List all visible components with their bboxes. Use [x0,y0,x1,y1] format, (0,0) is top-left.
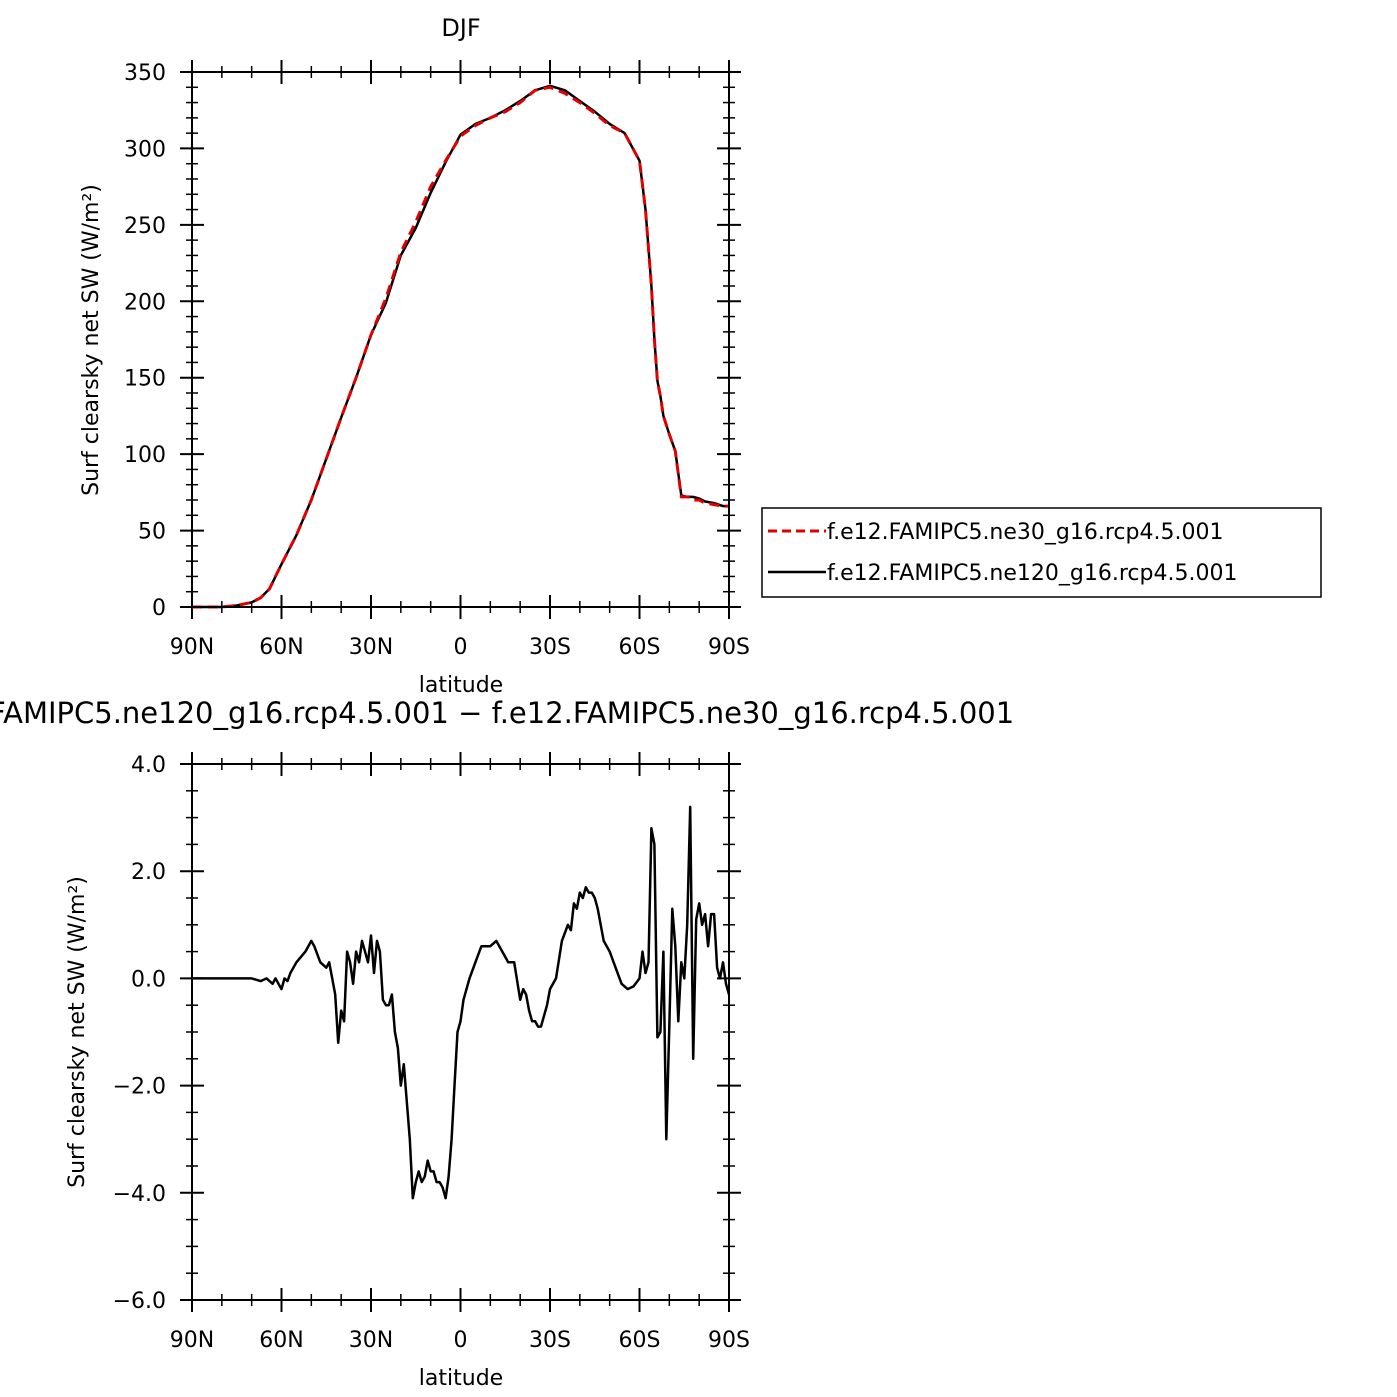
bottom-plot-frame [191,763,730,1301]
bottom-x-tick-label: 60S [619,1328,661,1353]
bottom-series-line-difference [192,805,731,1200]
bottom-chart-title: f.e12.FAMIPC5.ne120_g16.rcp4.5.001 − f.e… [0,696,1014,730]
top-y-axis-label: Surf clearsky net SW (W/m²) [79,184,104,496]
top-x-tick-label: 0 [454,635,468,660]
bottom-x-tick-label: 30S [529,1328,571,1353]
bottom-series-layer [192,805,731,1200]
bottom-y-tick-label: 0.0 [131,967,166,992]
top-x-tick-label: 90N [170,635,214,660]
bottom-x-tick-label: 90S [708,1328,750,1353]
top-y-tick-label: 0 [152,596,166,621]
bottom-x-tick-label: 30N [349,1328,393,1353]
top-chart-title: DJF [441,14,480,42]
top-y-tick-label: 300 [124,137,166,162]
top-series-line-f-e12-famipc5-ne30-g16-rcp4-5-001 [192,85,729,609]
top-series-layer [192,84,729,609]
bottom-y-tick-label: −2.0 [113,1075,166,1100]
top-y-tick-label: 150 [124,367,166,392]
bottom-y-tick-label: 2.0 [131,860,166,885]
bottom-x-tick-label: 0 [454,1328,468,1353]
top-x-tick-label: 90S [708,635,750,660]
top-y-tick-label: 200 [124,290,166,315]
legend: f.e12.FAMIPC5.ne30_g16.rcp4.5.001 f.e12.… [761,507,1322,598]
top-x-tick-label: 30N [349,635,393,660]
bottom-y-tick-labels: −6.0 −4.0 −2.0 0.0 2.0 4.0 [113,753,166,1314]
legend-label-ne120: f.e12.FAMIPC5.ne120_g16.rcp4.5.001 [827,561,1237,586]
bottom-x-axis-label: latitude [419,1366,503,1391]
top-y-tick-label: 350 [124,61,166,86]
legend-frame [761,507,1322,598]
bottom-x-tick-label: 60N [259,1328,303,1353]
top-series-line-f-e12-famipc5-ne120-g16-rcp4-5-001 [192,84,729,609]
top-plot-frame [191,71,730,608]
bottom-y-tick-label: −6.0 [113,1289,166,1314]
top-y-tick-label: 250 [124,214,166,239]
top-y-tick-label: 100 [124,443,166,468]
bottom-y-axis-label: Surf clearsky net SW (W/m²) [65,876,90,1188]
top-x-tick-label: 60N [259,635,303,660]
top-y-tick-label: 50 [138,520,166,545]
bottom-x-tick-labels: 90N 60N 30N 0 30S 60S 90S [170,1328,750,1353]
top-panel: DJF 0 50 100 150 200 250 300 350 90N 60N 30N 0 30S 6… [79,14,1322,698]
top-x-axis-label: latitude [419,673,503,698]
legend-label-ne30: f.e12.FAMIPC5.ne30_g16.rcp4.5.001 [827,520,1223,545]
bottom-panel: f.e12.FAMIPC5.ne120_g16.rcp4.5.001 − f.e… [0,696,1014,1391]
bottom-y-tick-label: −4.0 [113,1182,166,1207]
top-x-tick-label: 30S [529,635,571,660]
top-x-tick-label: 60S [619,635,661,660]
top-tick-marks [180,60,741,619]
top-x-tick-labels: 90N 60N 30N 0 30S 60S 90S [170,635,750,660]
bottom-x-tick-label: 90N [170,1328,214,1353]
bottom-y-tick-label: 4.0 [131,753,166,778]
top-y-tick-labels: 0 50 100 150 200 250 300 350 [124,61,166,621]
